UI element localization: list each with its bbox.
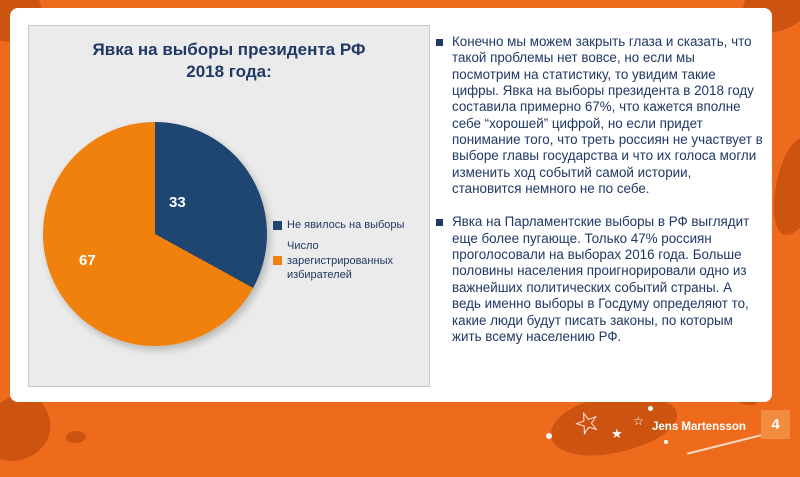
paint-splatter: [767, 135, 800, 239]
decor-dot: [546, 433, 552, 439]
bullet-marker: [436, 219, 443, 227]
legend-swatch-orange: [273, 256, 282, 266]
bullet-item: Явка на Парламентские выборы в РФ выгляд…: [436, 214, 764, 345]
page-number-badge: 4: [761, 410, 790, 439]
legend-item-not-voted: Не явилось на выборы: [273, 218, 428, 232]
bullet-text: Конечно мы можем закрыть глаза и сказать…: [452, 34, 763, 197]
legend-swatch-blue: [273, 220, 282, 230]
legend-item-registered: Число зарегистрированных избирателей: [273, 239, 428, 282]
star-icon: ☆: [633, 414, 644, 428]
bullet-marker: [436, 39, 443, 46]
legend-label: Число зарегистрированных избирателей: [287, 240, 393, 281]
footer-author: Jens Martensson: [652, 421, 746, 433]
chart-legend: Не явилось на выборы Число зарегистриров…: [273, 218, 428, 282]
pie-slice-label-voted: 67: [79, 252, 96, 269]
paint-splatter: [66, 431, 86, 443]
legend-label: Не явилось на выборы: [287, 219, 405, 231]
decor-dot: [664, 440, 668, 444]
slide-content-panel: Явка на выборы президента РФ 2018 года: …: [10, 8, 772, 402]
bullet-text: Явка на Парламентские выборы в РФ выгляд…: [452, 214, 750, 344]
chart-title: Явка на выборы президента РФ 2018 года:: [29, 26, 429, 83]
star-icon: ★: [611, 426, 623, 441]
pie-slice-label-not-voted: 33: [169, 194, 186, 211]
chart-title-line2: 2018 года:: [186, 62, 272, 82]
chart-title-line1: Явка на выборы президента РФ: [92, 40, 366, 59]
pie-chart: 33 67: [43, 122, 267, 346]
bullet-list: Конечно мы можем закрыть глаза и сказать…: [436, 34, 764, 362]
chart-image: Явка на выборы президента РФ 2018 года: …: [28, 25, 430, 387]
decor-dot: [648, 406, 653, 411]
bullet-item: Конечно мы можем закрыть глаза и сказать…: [436, 34, 764, 197]
